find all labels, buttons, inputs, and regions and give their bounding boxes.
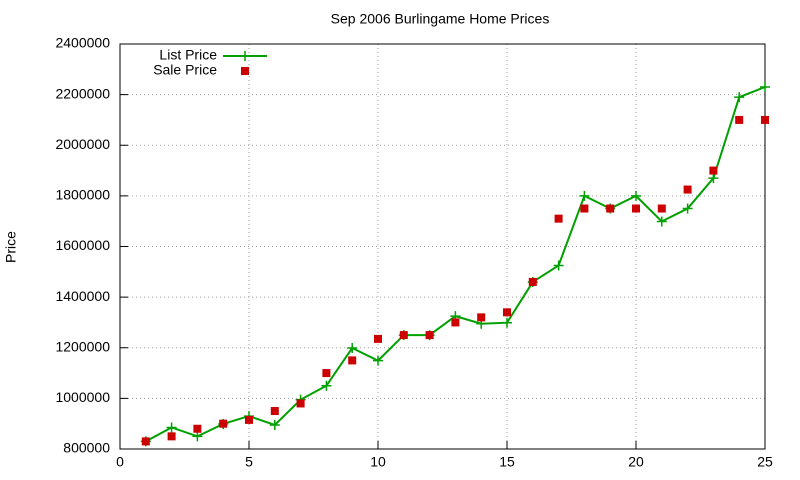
marker — [682, 203, 693, 214]
marker — [219, 419, 228, 428]
marker — [579, 190, 590, 201]
marker — [321, 380, 332, 391]
marker — [477, 313, 486, 322]
x-tick-label: 15 — [499, 454, 515, 470]
marker — [502, 317, 512, 328]
marker — [580, 204, 589, 213]
legend-marker — [240, 51, 250, 61]
marker — [167, 432, 176, 441]
marker — [656, 216, 667, 227]
legend-label: Sale Price — [153, 62, 217, 78]
marker — [606, 204, 615, 213]
y-tick-label: 2400000 — [55, 35, 110, 51]
marker — [528, 277, 537, 286]
plot-frame — [119, 43, 766, 450]
y-tick-label: 1000000 — [55, 389, 110, 405]
marker — [451, 318, 460, 327]
y-tick-label: 1200000 — [55, 338, 110, 354]
marker — [708, 173, 719, 184]
marker — [425, 331, 434, 340]
chart-title: Sep 2006 Burlingame Home Prices — [331, 11, 550, 27]
y-tick-label: 800000 — [63, 440, 110, 456]
x-tick-label: 0 — [116, 454, 124, 470]
y-tick-label: 2000000 — [55, 136, 110, 152]
marker — [373, 355, 383, 366]
marker — [735, 115, 744, 124]
marker — [503, 308, 511, 317]
x-tick-label: 25 — [757, 454, 773, 470]
marker — [683, 185, 692, 194]
y-axis-label: Price — [3, 231, 19, 263]
legend-label: List Price — [159, 47, 217, 63]
marker — [245, 415, 253, 424]
marker — [553, 260, 564, 271]
marker — [761, 115, 769, 124]
x-tick-label: 10 — [370, 454, 386, 470]
y-tick-label: 1600000 — [55, 237, 110, 253]
marker — [554, 214, 563, 223]
marker — [166, 422, 177, 433]
marker — [709, 166, 718, 175]
marker — [399, 331, 408, 340]
y-tick-label: 1800000 — [55, 187, 110, 203]
marker — [270, 407, 279, 416]
x-tick-label: 5 — [245, 454, 253, 470]
legend-marker — [241, 67, 249, 75]
x-tick-label: 20 — [628, 454, 644, 470]
marker — [632, 204, 640, 213]
marker — [760, 82, 770, 93]
marker — [347, 343, 358, 354]
marker — [348, 356, 357, 365]
marker — [734, 92, 745, 103]
marker — [193, 424, 202, 433]
marker — [374, 334, 382, 343]
marker — [269, 419, 280, 430]
marker — [657, 204, 666, 213]
marker — [631, 190, 641, 201]
marker — [141, 437, 150, 446]
marker — [322, 369, 331, 378]
marker — [296, 399, 305, 408]
y-tick-label: 2200000 — [55, 85, 110, 101]
y-tick-label: 1400000 — [55, 288, 110, 304]
marker — [192, 431, 203, 442]
